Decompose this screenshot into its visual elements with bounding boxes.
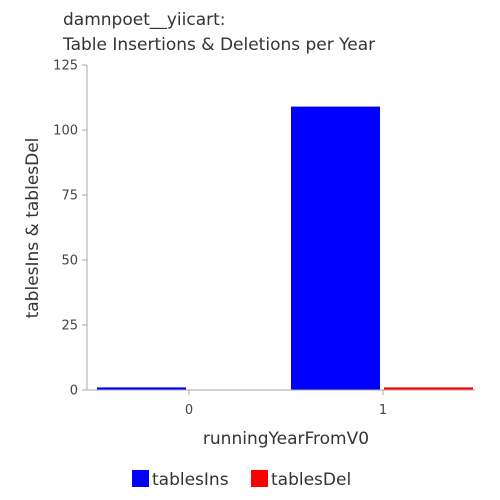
y-tick-label: 0 (70, 384, 78, 399)
legend: tablesIns tablesDel (132, 470, 351, 490)
x-tick-label: 0 (185, 403, 193, 418)
bar-tablesIns-0 (97, 387, 186, 390)
chart-title-line-2: Table Insertions & Deletions per Year (62, 35, 375, 55)
y-tick-label: 50 (61, 254, 78, 269)
y-axis-label: tablesIns & tablesDel (23, 138, 43, 319)
y-tick-label: 25 (61, 319, 78, 334)
bar-tablesDel-1 (384, 387, 473, 390)
legend-swatch-tablesIns (132, 470, 149, 487)
bar-tablesIns-1 (291, 106, 380, 390)
y-tick-label: 100 (53, 124, 78, 139)
y-axis-ticks: 0 25 50 75 100 125 (53, 59, 87, 399)
x-axis-label: runningYearFromV0 (203, 429, 369, 449)
plot-area (97, 106, 473, 390)
chart-title: damnpoet__yiicart: Table Insertions & De… (62, 10, 375, 55)
y-tick-label: 125 (53, 59, 78, 74)
legend-swatch-tablesDel (251, 470, 268, 487)
chart-title-line-1: damnpoet__yiicart: (63, 10, 226, 30)
x-tick-label: 1 (379, 403, 387, 418)
y-tick-label: 75 (61, 189, 78, 204)
legend-label-tablesDel: tablesDel (271, 470, 351, 490)
legend-label-tablesIns: tablesIns (152, 470, 229, 490)
